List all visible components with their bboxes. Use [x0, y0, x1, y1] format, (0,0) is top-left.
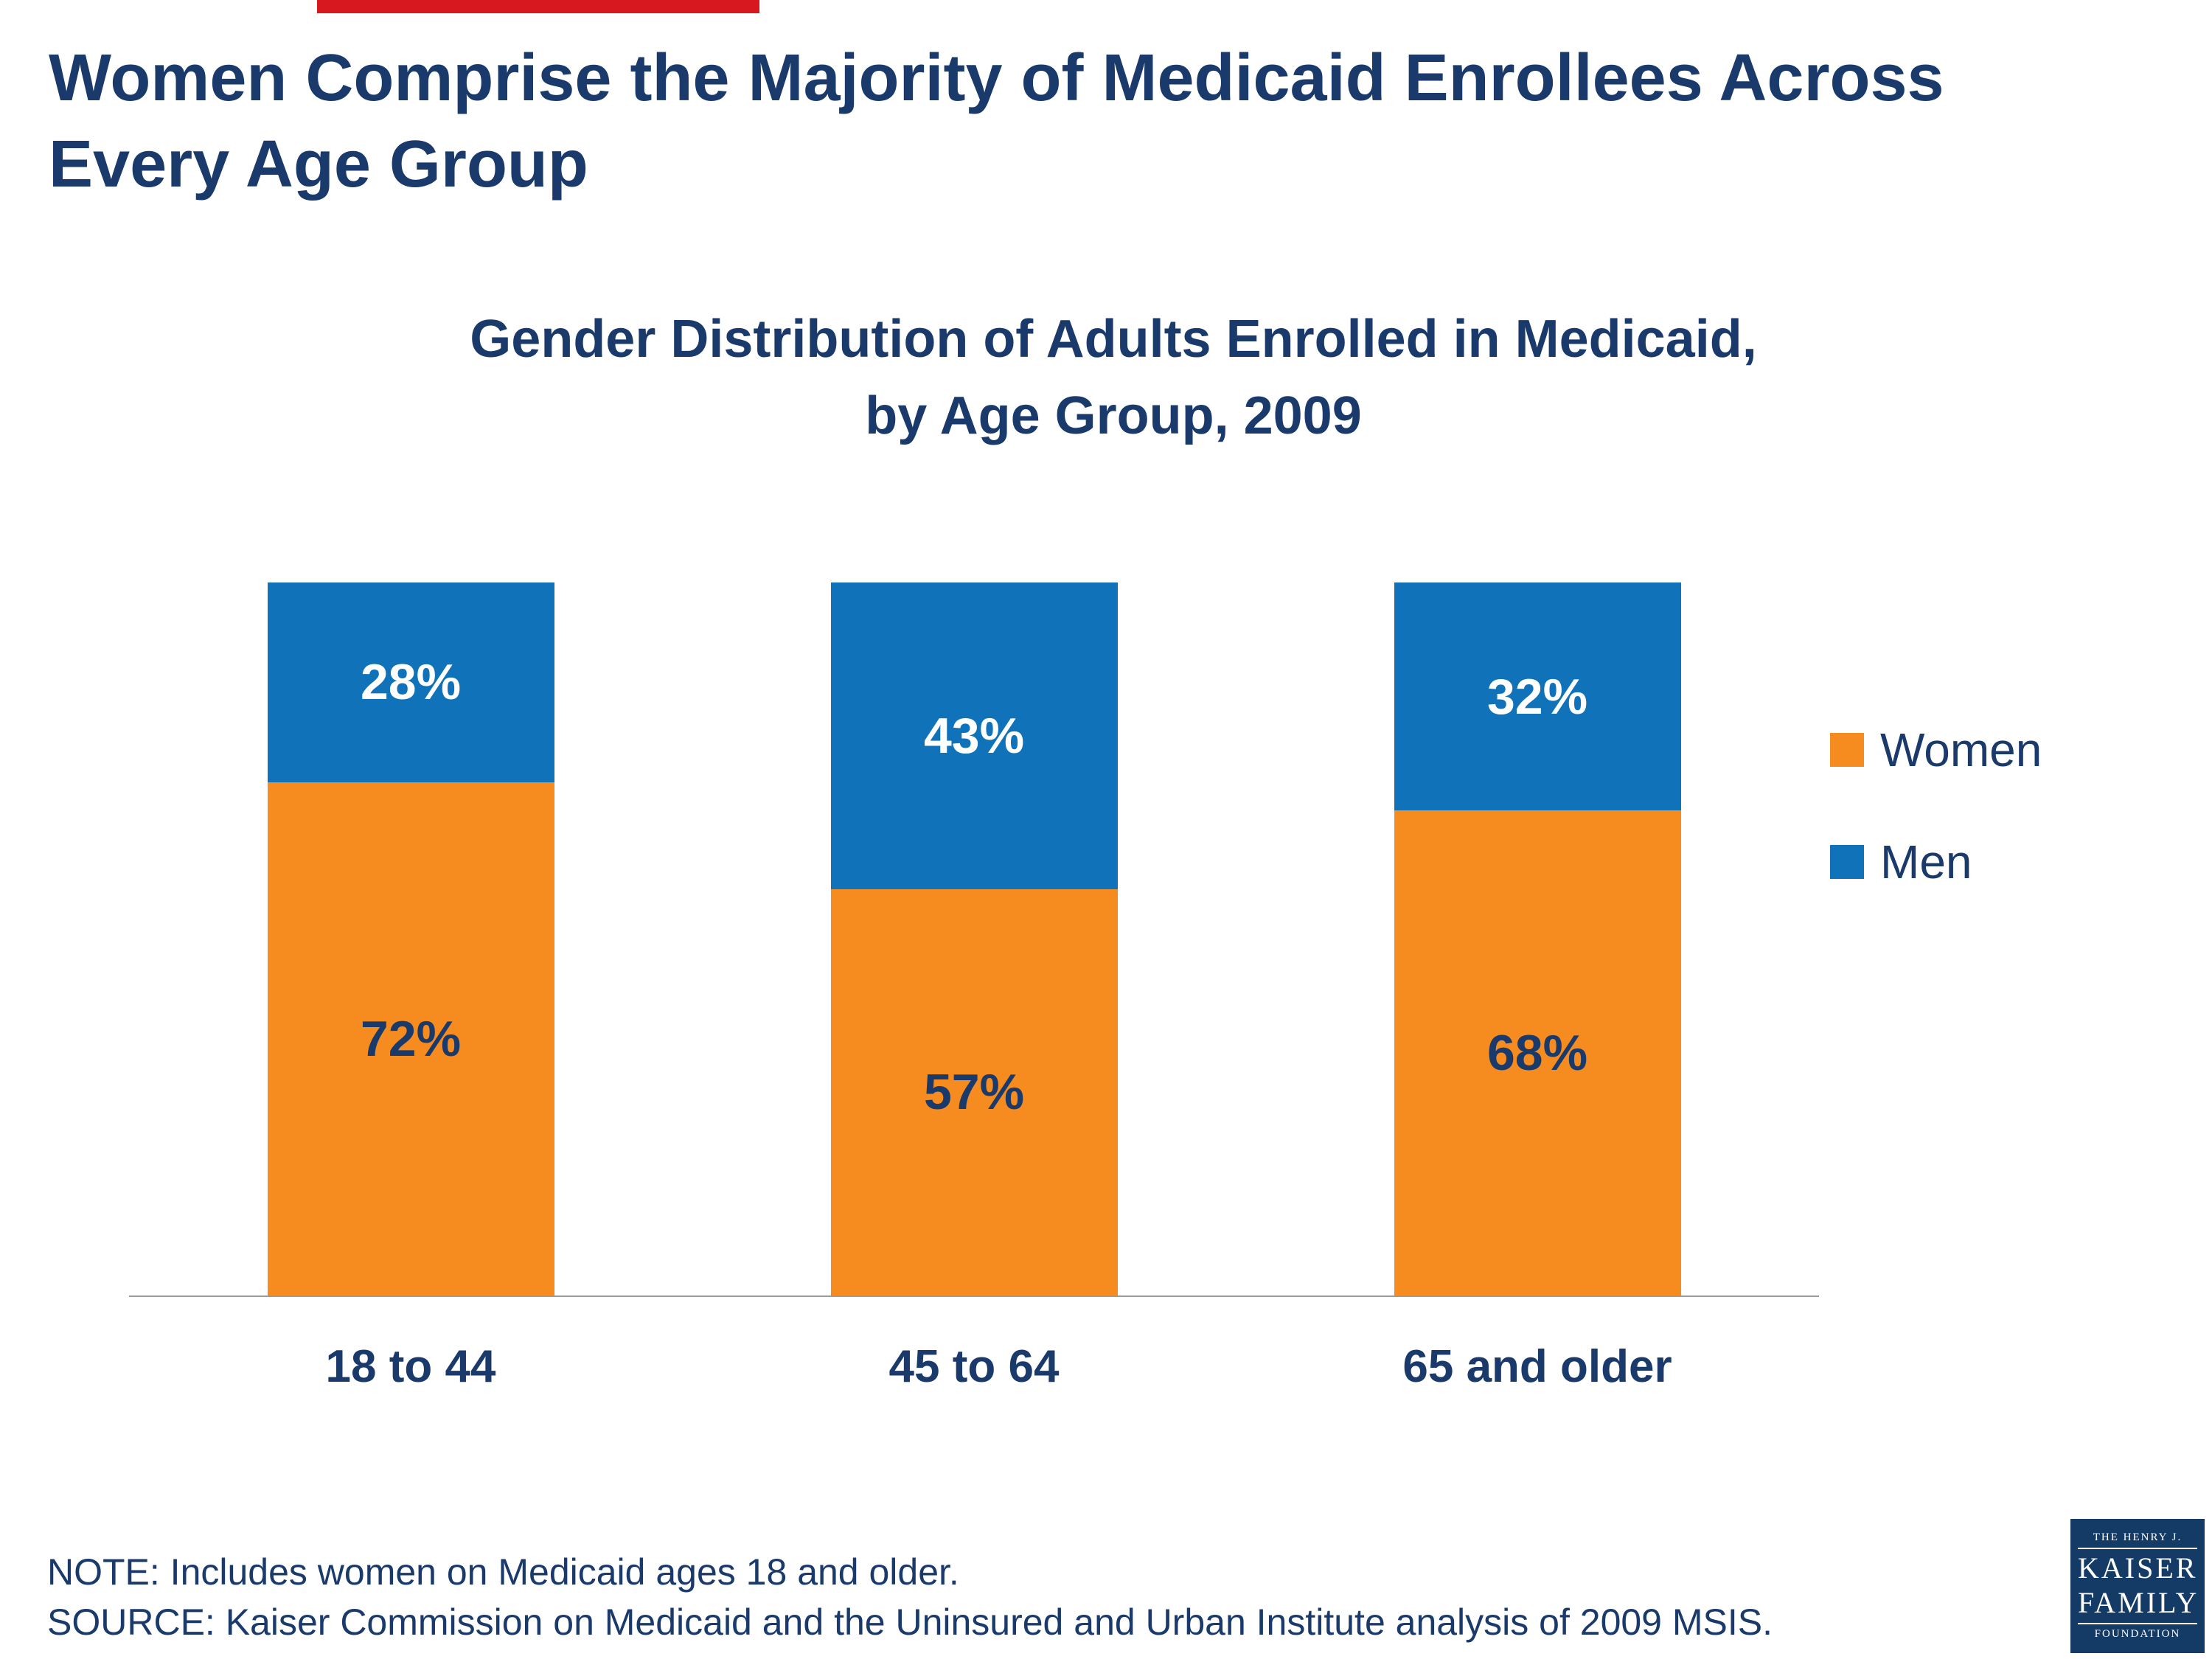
men-segment: 28% — [267, 582, 554, 782]
women-segment: 72% — [267, 782, 554, 1295]
men-segment: 32% — [1394, 582, 1681, 811]
legend-label-women: Women — [1880, 723, 2042, 776]
top-accent-bar — [317, 0, 759, 13]
kff-logo-line1: THE HENRY J. — [2078, 1528, 2197, 1549]
legend-item-men: Men — [1830, 835, 2042, 889]
value-label: 43% — [923, 707, 1025, 764]
value-label: 32% — [1486, 668, 1588, 725]
women-segment: 57% — [830, 888, 1118, 1295]
kff-logo-line4: FOUNDATION — [2078, 1623, 2197, 1644]
bar-65-and-older: 32% 68% — [1394, 582, 1681, 1295]
kff-logo: THE HENRY J. KAISER FAMILY FOUNDATION — [2070, 1519, 2205, 1653]
plot-area: 28% 72% 43% 57% 32% 68% — [129, 582, 1819, 1297]
value-label: 68% — [1486, 1025, 1588, 1082]
bar-18-to-44: 28% 72% — [267, 582, 554, 1295]
legend-item-women: Women — [1830, 723, 2042, 777]
source-text: SOURCE: Kaiser Commission on Medicaid an… — [47, 1601, 1773, 1643]
value-label: 57% — [923, 1064, 1025, 1121]
chart-title-line2: by Age Group, 2009 — [865, 386, 1362, 446]
bar-45-to-64: 43% 57% — [830, 582, 1118, 1295]
men-segment: 43% — [830, 582, 1118, 889]
footnotes: NOTE: Includes women on Medicaid ages 18… — [47, 1547, 1891, 1647]
value-label: 72% — [360, 1010, 462, 1067]
legend-swatch-women — [1830, 733, 1864, 767]
legend: Women Men — [1830, 723, 2042, 947]
women-segment: 68% — [1394, 810, 1681, 1295]
category-label: 45 to 64 — [888, 1341, 1060, 1392]
value-label: 28% — [360, 654, 462, 711]
kff-logo-line2: KAISER — [2078, 1551, 2198, 1585]
category-label: 65 and older — [1402, 1341, 1672, 1392]
legend-swatch-men — [1830, 845, 1864, 879]
x-axis-labels: 18 to 44 45 to 64 65 and older — [129, 1340, 1819, 1393]
page-title-line1: Women Comprise the Majority of Medicaid … — [49, 41, 1944, 115]
page-title-line2: Every Age Group — [49, 128, 588, 201]
chart-title: Gender Distribution of Adults Enrolled i… — [221, 301, 2006, 455]
chart-title-line1: Gender Distribution of Adults Enrolled i… — [470, 310, 1757, 369]
legend-label-men: Men — [1880, 835, 1972, 888]
page-title: Women Comprise the Majority of Medicaid … — [49, 35, 2187, 208]
kff-logo-text: THE HENRY J. KAISER FAMILY FOUNDATION — [2078, 1528, 2197, 1644]
category-label: 18 to 44 — [325, 1341, 496, 1392]
note-text: NOTE: Includes women on Medicaid ages 18… — [47, 1551, 959, 1593]
kff-logo-line3: FAMILY — [2078, 1586, 2199, 1619]
